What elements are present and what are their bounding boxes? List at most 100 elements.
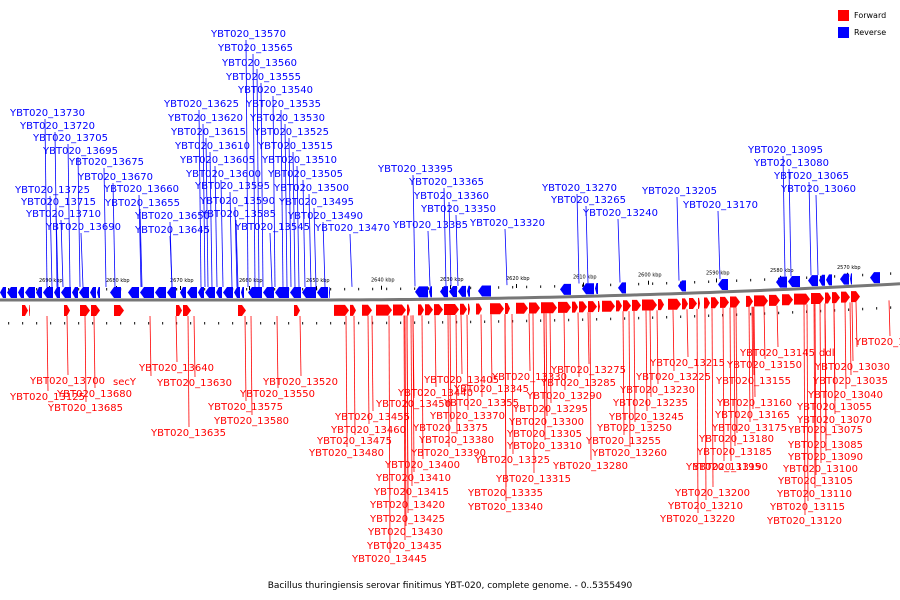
forward-gene-label: ddl — [819, 348, 834, 359]
reverse-gene-arrow — [128, 287, 139, 298]
forward-leader-line — [735, 307, 738, 434]
reverse-gene-arrow — [72, 287, 78, 298]
reverse-gene-arrow — [776, 276, 787, 288]
track-tick-lower — [204, 322, 206, 325]
reverse-leader-line — [617, 218, 621, 283]
forward-gene-label: YBT020_13035 — [812, 376, 888, 387]
track-tick-lower — [358, 321, 360, 325]
forward-gene-label: YBT020_13445 — [351, 554, 427, 565]
reverse-gene-label: YBT020_13605 — [179, 155, 255, 166]
reverse-gene-arrow — [234, 287, 240, 298]
reverse-leader-line — [504, 228, 508, 286]
forward-leader-line — [844, 302, 847, 390]
forward-gene-label: YBT020_13680 — [56, 389, 132, 400]
reverse-leader-line — [77, 156, 81, 288]
forward-gene-label: YBT020_13355 — [443, 398, 519, 409]
reverse-gene-label: YBT020_13360 — [413, 191, 489, 202]
reverse-gene-label: YBT020_13695 — [42, 146, 118, 157]
reverse-gene-arrow — [263, 287, 274, 298]
track-tick-lower — [890, 306, 892, 309]
forward-gene-label: YBT020_13375 — [412, 423, 488, 434]
reverse-gene-arrow — [90, 287, 96, 298]
figure-caption: Bacillus thuringiensis serovar finitimus… — [268, 581, 633, 591]
reverse-gene-label: YBT020_13530 — [249, 113, 325, 124]
reverse-gene-arrow — [718, 278, 728, 290]
track-tick-lower — [624, 317, 626, 320]
forward-gene-label: YBT020_13420 — [369, 500, 445, 511]
track-tick-lower — [596, 318, 598, 321]
reverse-gene-label: YBT020_13725 — [14, 185, 90, 196]
track-tick-lower — [442, 321, 444, 324]
track-tick-upper — [512, 285, 514, 289]
forward-gene-arrow — [588, 301, 597, 313]
reverse-gene-label: YBT020_13650 — [134, 211, 210, 222]
reverse-gene-arrow — [329, 286, 330, 298]
reverse-gene-label: YBT020_13555 — [225, 72, 301, 83]
reverse-leader-line — [112, 182, 116, 288]
forward-leader-line — [803, 304, 806, 516]
forward-leader-line — [187, 315, 190, 428]
forward-leader-line — [193, 315, 196, 378]
track-tick-lower — [778, 311, 780, 315]
reverse-leader-line — [576, 193, 580, 284]
track-tick-upper — [610, 283, 612, 287]
track-tick-lower — [218, 322, 220, 325]
forward-gene-arrow — [425, 304, 433, 316]
forward-gene-label: YBT020_13295 — [512, 404, 588, 415]
reverse-gene-label: YBT020_13570 — [210, 29, 286, 40]
forward-gene-label: YBT020_13435 — [366, 541, 442, 552]
forward-leader-line — [849, 302, 852, 376]
forward-gene-label: YBT020_13190 — [692, 462, 768, 473]
kbp-tick-mark — [381, 285, 382, 290]
reverse-leader-line — [808, 181, 812, 276]
track-tick-lower — [428, 321, 430, 324]
forward-gene-label: YBT020_13280 — [552, 461, 628, 472]
forward-gene-arrow — [825, 292, 831, 304]
forward-gene-label: YBT020_13055 — [796, 402, 872, 413]
forward-leader-line — [455, 314, 458, 435]
forward-gene-arrow — [841, 291, 850, 303]
forward-leader-line — [888, 300, 891, 337]
forward-gene-label: YBT020_13630 — [156, 378, 232, 389]
reverse-gene-label: YBT020_13590 — [199, 196, 275, 207]
reverse-leader-line — [245, 39, 249, 288]
forward-gene-label: YBT020_13290 — [526, 391, 602, 402]
forward-gene-label: YBT020_13255 — [585, 436, 661, 447]
forward-leader-line — [776, 305, 779, 348]
track-tick-lower — [106, 322, 108, 325]
forward-leader-line — [410, 315, 413, 487]
reverse-leader-line — [169, 235, 173, 288]
reverse-gene-label: YBT020_13560 — [221, 58, 297, 69]
reverse-gene-label: YBT020_13515 — [257, 141, 333, 152]
reverse-gene-label: YBT020_13690 — [45, 222, 121, 233]
forward-gene-label: YBT020_13235 — [612, 398, 688, 409]
track-tick-lower — [554, 319, 556, 322]
reverse-gene-arrow — [155, 287, 166, 298]
forward-gene-label: YBT020_13245 — [608, 412, 684, 423]
forward-gene-arrow — [541, 302, 557, 314]
reverse-gene-arrow — [180, 287, 186, 298]
forward-gene-label: YBT020_13450 — [375, 399, 451, 410]
forward-leader-line — [175, 315, 178, 363]
reverse-leader-line — [55, 207, 59, 288]
kbp-tick-label: 2640 kbp — [371, 278, 395, 284]
forward-leader-line — [814, 304, 817, 476]
forward-leader-line — [696, 308, 699, 514]
forward-leader-line — [722, 307, 725, 462]
reverse-gene-arrow — [788, 276, 800, 288]
reverse-gene-arrow — [223, 287, 233, 298]
kbp-tick-label: 2680 kbp — [106, 278, 130, 284]
reverse-gene-label: YBT020_13470 — [314, 223, 390, 234]
reverse-gene-arrow — [582, 283, 594, 295]
track-tick-upper — [204, 288, 206, 291]
kbp-tick-mark — [249, 286, 250, 290]
forward-leader-line — [504, 314, 507, 502]
forward-leader-line — [434, 315, 437, 388]
forward-leader-line — [149, 315, 152, 377]
forward-gene-label: YBT020_13700 — [29, 376, 105, 387]
forward-leader-line — [806, 304, 809, 502]
track-tick-upper — [106, 288, 108, 291]
reverse-leader-line — [782, 155, 786, 277]
kbp-tick-mark — [648, 280, 649, 285]
forward-gene-arrow — [183, 305, 191, 316]
